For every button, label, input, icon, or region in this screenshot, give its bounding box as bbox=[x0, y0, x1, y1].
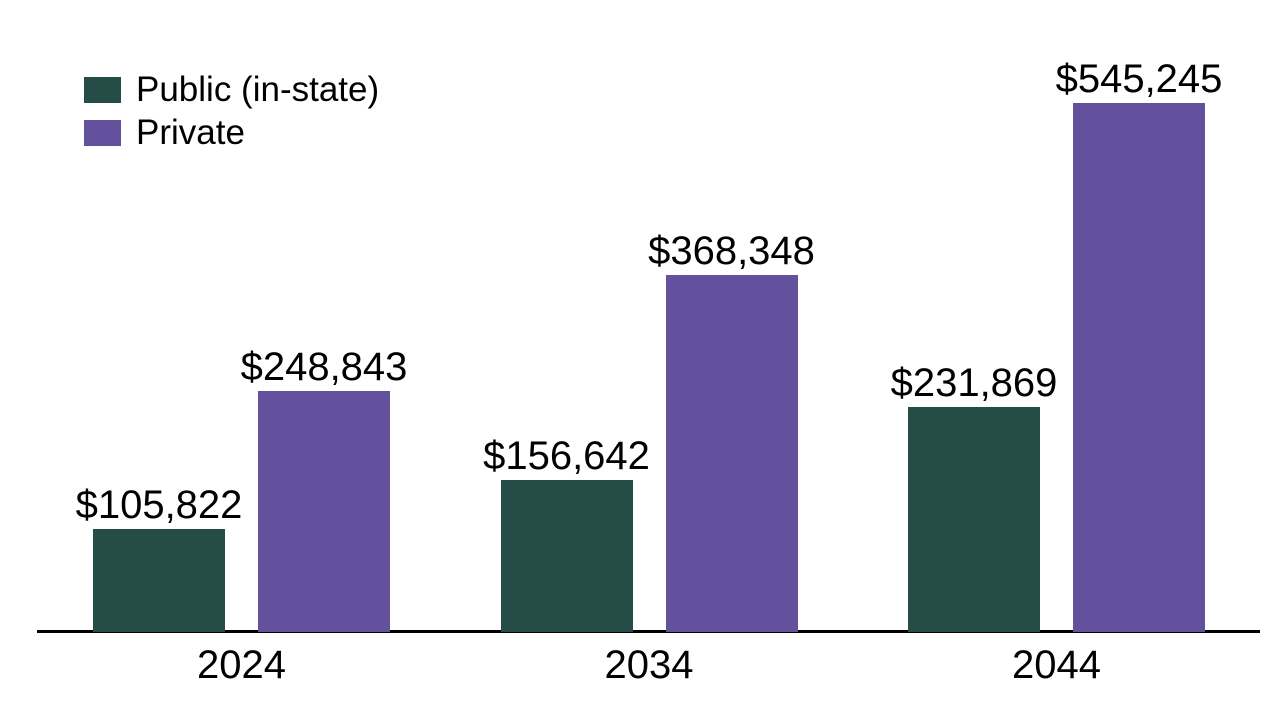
value-label-public-in-state-2024: $105,822 bbox=[75, 483, 243, 528]
legend-swatch-public-in-state bbox=[84, 76, 121, 103]
bar-public-in-state-2044 bbox=[908, 407, 1040, 632]
value-label-public-in-state-2044: $231,869 bbox=[890, 361, 1058, 406]
legend-item-private: Private bbox=[84, 115, 379, 150]
legend-label-public-in-state: Public (in-state) bbox=[136, 70, 380, 109]
value-label-private-2034: $368,348 bbox=[648, 228, 815, 273]
bar-public-in-state-2024 bbox=[93, 529, 225, 632]
bar-private-2024 bbox=[258, 390, 390, 632]
x-axis-line bbox=[37, 630, 1260, 633]
value-label-private-2044: $545,245 bbox=[1055, 57, 1223, 101]
legend-item-public-in-state: Public (in-state) bbox=[84, 72, 379, 107]
legend-label-private: Private bbox=[136, 113, 245, 152]
bar-private-2034 bbox=[665, 274, 798, 632]
legend-swatch-private bbox=[84, 119, 121, 146]
bar-public-in-state-2034 bbox=[500, 480, 633, 632]
value-label-private-2024: $248,843 bbox=[240, 344, 408, 389]
legend: Public (in-state) Private bbox=[84, 72, 379, 150]
x-axis-label-2034: 2034 bbox=[604, 643, 694, 687]
bar-private-2044 bbox=[1073, 103, 1205, 632]
x-axis-label-2024: 2024 bbox=[197, 643, 286, 687]
value-label-public-in-state-2034: $156,642 bbox=[483, 434, 650, 479]
x-axis-label-2044: 2044 bbox=[1012, 643, 1101, 687]
